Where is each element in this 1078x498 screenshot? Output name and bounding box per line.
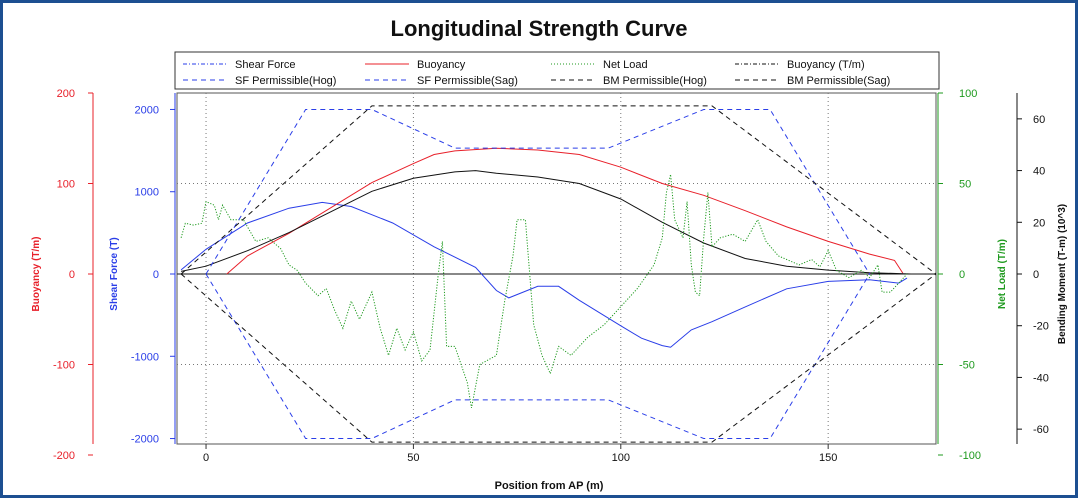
- shear-tick-label: -1000: [131, 351, 159, 363]
- series-line-bm-permissible-sag: [180, 273, 937, 443]
- series-line-bm-permissible-hog: [180, 105, 937, 275]
- plot-area: [176, 92, 937, 445]
- x-axis-label: Position from AP (m): [495, 480, 604, 492]
- netload-tick-label: 50: [959, 179, 971, 191]
- buoyancy-axis-label: Buoyancy (T/m): [31, 236, 42, 311]
- bending-tick-label: 0: [1033, 269, 1039, 281]
- shear-tick-label: 0: [153, 269, 159, 281]
- x-tick-label: 50: [407, 452, 419, 464]
- bending-tick-label: 20: [1033, 217, 1045, 229]
- series-line-buoyancy-t-m: [180, 170, 912, 275]
- legend-label: BM Permissible(Sag): [787, 75, 890, 87]
- buoyancy-tick-label: -100: [53, 360, 75, 372]
- shear-axis-label: Shear Force (T): [109, 237, 120, 310]
- buoyancy-tick-label: 0: [69, 269, 75, 281]
- x-tick-label: 0: [203, 452, 209, 464]
- series-line-sf-permissible-sag: [205, 273, 871, 439]
- netload-tick-label: 100: [959, 88, 977, 100]
- legend-label: Net Load: [603, 59, 648, 71]
- series-line-sf-permissible-hog: [205, 109, 871, 275]
- buoyancy-tick-label: -200: [53, 450, 75, 462]
- chart-title: Longitudinal Strength Curve: [391, 16, 688, 41]
- buoyancy-tick-label: 100: [57, 179, 75, 191]
- netload-tick-label: 0: [959, 269, 965, 281]
- series-line-shear-force: [180, 201, 908, 348]
- bending-tick-label: -20: [1033, 321, 1049, 333]
- x-tick-label: 100: [612, 452, 630, 464]
- series-line-buoyancy: [226, 147, 904, 275]
- legend-label: SF Permissible(Sag): [417, 75, 518, 87]
- x-tick-label: 150: [819, 452, 837, 464]
- bending-tick-label: -60: [1033, 424, 1049, 436]
- chart-canvas: Longitudinal Strength Curve Shear Force B…: [31, 16, 1068, 492]
- grid-lines: [177, 93, 936, 444]
- shear-tick-label: 1000: [135, 187, 159, 199]
- series-layer: [180, 105, 937, 443]
- netload-axis-label: Net Load (T/m): [997, 239, 1008, 309]
- legend-label: Shear Force: [235, 59, 296, 71]
- shear-tick-label: 2000: [135, 104, 159, 116]
- buoyancy-tick-label: 200: [57, 88, 75, 100]
- netload-tick-label: -50: [959, 360, 975, 372]
- legend-label: Buoyancy: [417, 59, 466, 71]
- shear-tick-label: -2000: [131, 434, 159, 446]
- netload-tick-label: -100: [959, 450, 981, 462]
- bending-tick-label: 60: [1033, 114, 1045, 126]
- bending-axis-label: Bending Moment (T-m) (10^3): [1057, 204, 1068, 344]
- legend-box: [174, 51, 940, 90]
- bending-tick-label: 40: [1033, 166, 1045, 178]
- legend-label: Buoyancy (T/m): [787, 59, 865, 71]
- legend-label: SF Permissible(Hog): [235, 75, 336, 87]
- bending-tick-label: -40: [1033, 372, 1049, 384]
- chart-legend: Shear Force Buoyancy Net Load Buoyancy (T/m…: [174, 51, 940, 90]
- legend-label: BM Permissible(Hog): [603, 75, 707, 87]
